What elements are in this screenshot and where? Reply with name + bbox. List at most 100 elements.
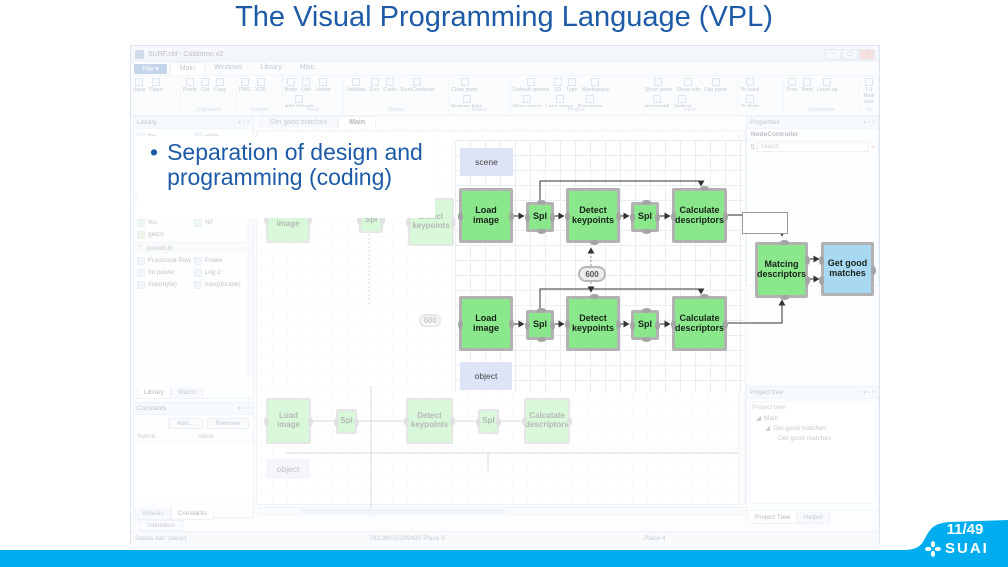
ribbon-button[interactable]: Flip ports	[703, 77, 728, 94]
ribbon-button[interactable]: PNG	[238, 77, 252, 94]
node-port[interactable]	[642, 229, 651, 234]
ribbon-button[interactable]: Copy	[213, 77, 228, 94]
add-button[interactable]: Add...	[167, 418, 203, 429]
ribbon-button[interactable]: Link	[300, 77, 312, 94]
ribbon-button[interactable]: Show info	[675, 77, 701, 94]
scrollbar-thumb[interactable]	[300, 509, 505, 513]
tree-expander-icon[interactable]: ◢	[765, 425, 770, 432]
ribbon-button[interactable]: Cut	[200, 77, 211, 94]
node-port[interactable]	[700, 186, 709, 191]
constants-tab[interactable]: Constants	[170, 508, 214, 520]
ribbon-button[interactable]: Save	[132, 77, 147, 94]
ribbon-button[interactable]: Less space	[545, 94, 575, 107]
node-port[interactable]	[537, 200, 546, 205]
ribbon-button[interactable]: Properties	[577, 94, 604, 107]
panel-buttons-icon[interactable]: ▾ ▫ ×	[863, 120, 875, 126]
node-spl-4[interactable]: Spl	[630, 308, 660, 342]
library-item[interactable]: %s	[137, 217, 194, 228]
library-item[interactable]: %f	[193, 217, 251, 228]
ribbon-button[interactable]: Vertical	[672, 94, 692, 107]
node-detect-keypoints-scene[interactable]: Detect keypoints	[565, 188, 621, 245]
constants-table-body[interactable]	[134, 442, 253, 500]
node-port[interactable]	[642, 337, 651, 342]
node-port[interactable]	[537, 308, 546, 313]
ribbon-button[interactable]: Redraw links	[450, 94, 483, 107]
constants-tab[interactable]: Virtuals	[135, 508, 171, 520]
node-spl-3[interactable]: Spl	[525, 308, 555, 342]
ribbon-button[interactable]: Prev	[785, 77, 798, 94]
ribbon-button[interactable]: Clear ports	[450, 77, 479, 94]
sort-icon[interactable]: ⇅	[750, 144, 756, 151]
horizontal-scrollbar[interactable]	[259, 507, 746, 515]
project-tree-tab[interactable]: Project Tree	[748, 512, 798, 524]
node-calculate-descriptors-scene[interactable]: Calculate descriptors	[671, 186, 728, 243]
panel-buttons-icon[interactable]: ▾ ▫ ×	[238, 406, 250, 412]
library-item[interactable]: Int power	[137, 267, 194, 278]
ribbon-button[interactable]: More space	[512, 94, 543, 107]
node-calculate-descriptors-object[interactable]: Calculate descriptors	[671, 294, 728, 351]
menu-tab[interactable]: Main	[169, 62, 205, 75]
library-scrollbar[interactable]	[247, 142, 252, 377]
node-port[interactable]	[590, 294, 599, 299]
ribbon-button[interactable]: Validate	[345, 77, 366, 94]
node-spl-2[interactable]: Spl	[630, 200, 660, 234]
node-port[interactable]	[871, 266, 876, 275]
tree-item-get-good-matches-child[interactable]: Get good matches	[752, 433, 873, 443]
tree-item-main[interactable]: ◢ Main	[752, 413, 873, 423]
file-menu-button[interactable]: File ▾	[134, 63, 167, 74]
library-item[interactable]: max(double)	[193, 279, 251, 290]
ribbon-button[interactable]: 1D	[553, 77, 563, 94]
tree-expander-icon[interactable]: ◢	[756, 415, 761, 422]
node-port[interactable]	[819, 256, 824, 265]
ribbon-button[interactable]: To back	[739, 77, 760, 94]
library-section-powerlib[interactable]: ⌃ powerLib	[134, 242, 253, 253]
node-get-good-matches[interactable]: Get good matches	[819, 242, 876, 296]
canvas-tab[interactable]: Get good matches	[259, 116, 339, 128]
library-item[interactable]: Power	[193, 255, 251, 266]
library-tab[interactable]: Library	[137, 387, 171, 399]
ribbon-button[interactable]: Open	[149, 77, 164, 94]
close-button-icon[interactable]: ×	[859, 48, 875, 60]
maximize-button-icon[interactable]: ▢	[842, 48, 858, 60]
node-port[interactable]	[642, 200, 651, 205]
node-port[interactable]	[780, 240, 789, 245]
library-item[interactable]: max(byte)	[137, 279, 194, 290]
node-port[interactable]	[805, 256, 810, 265]
ribbon-button[interactable]: Type	[565, 77, 579, 94]
ribbon-button[interactable]: Exe	[369, 77, 380, 94]
library-tab[interactable]: Watch	[170, 387, 204, 399]
ribbon-button[interactable]: Horizontal	[644, 94, 671, 107]
project-tree-tab[interactable]: Helper	[797, 512, 831, 524]
menu-tab[interactable]: Library	[260, 64, 282, 71]
node-spl-1[interactable]: Spl	[525, 200, 555, 234]
ribbon-button[interactable]: Add Virtuals	[284, 94, 316, 107]
node-port[interactable]	[537, 337, 546, 342]
tree-item-get-good-matches[interactable]: ◢ Get good matches	[752, 423, 873, 433]
ribbon-button[interactable]: Default options	[512, 77, 551, 94]
faded-node-load-image[interactable]: Load image	[264, 398, 313, 444]
node-load-image-scene[interactable]: Load image	[458, 188, 514, 243]
node-load-image-object[interactable]: Load image	[458, 296, 514, 351]
faded-node-detect-keypoints[interactable]: Detect keypoints	[404, 398, 455, 444]
faded-node-spl[interactable]: Spl	[334, 409, 359, 434]
validation-tab[interactable]: Validation	[139, 520, 184, 531]
ribbon-button[interactable]: Code	[382, 77, 397, 94]
node-port[interactable]	[537, 229, 546, 234]
ribbon-button[interactable]: Level up	[816, 77, 839, 94]
library-item[interactable]: Log 2	[193, 267, 251, 278]
ribbon-button[interactable]: Workspace	[581, 77, 610, 94]
menu-tab[interactable]: Misc	[299, 64, 315, 71]
ribbon-button[interactable]: XOR	[254, 77, 268, 94]
ribbon-button[interactable]: Body	[284, 77, 299, 94]
minimize-button-icon[interactable]: –	[825, 48, 841, 60]
ribbon-button[interactable]: Run/Continue	[400, 77, 436, 94]
panel-buttons-icon[interactable]: ▾ ▫ ×	[238, 120, 250, 126]
ribbon-button[interactable]: To front	[739, 94, 759, 107]
ribbon-button[interactable]: Paste	[182, 77, 198, 94]
ribbon-button[interactable]: 1:1 Real size	[861, 77, 877, 106]
node-detect-keypoints-object[interactable]: Detect keypoints	[565, 294, 621, 351]
node-port[interactable]	[780, 295, 789, 300]
canvas-tab[interactable]: Main	[338, 116, 377, 128]
node-constant-600[interactable]: 600	[578, 266, 606, 282]
faded-node-calculate-descriptors[interactable]: Calculate descriptors	[522, 398, 572, 444]
